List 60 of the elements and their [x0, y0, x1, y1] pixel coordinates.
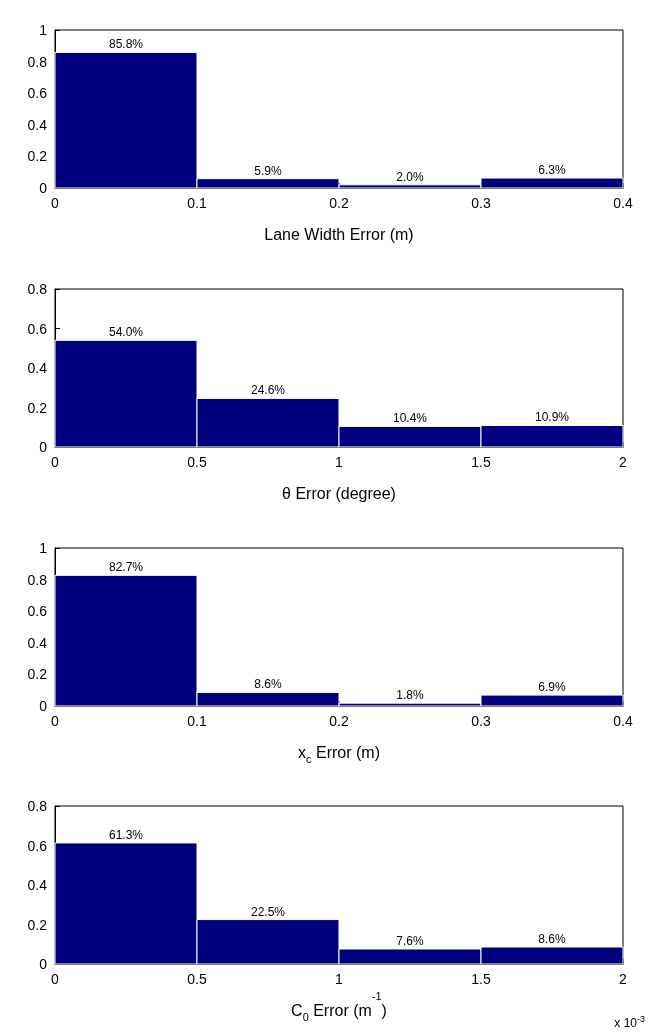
y-tick-label: 0: [39, 438, 48, 455]
x-tick-label: 0.2: [329, 712, 349, 729]
y-tick-label: 0: [39, 180, 48, 196]
data-label: 61.3%: [108, 828, 144, 843]
data-label: 8.6%: [538, 932, 566, 947]
y-tick-label: 0.4: [27, 359, 48, 376]
x-tick-label: 0.4: [613, 712, 633, 729]
y-tick-label: 0.4: [27, 877, 48, 894]
data-label: 82.7%: [108, 559, 144, 574]
x-tick-label: 0.3: [471, 712, 491, 729]
x-tick-label: 0.4: [613, 195, 633, 211]
data-label: 6.3%: [538, 163, 566, 178]
y-tick-label: 0.6: [27, 320, 48, 337]
data-label: 24.6%: [250, 383, 286, 398]
x-tick-label: 1: [335, 971, 344, 988]
y-tick-label: 0.8: [27, 571, 48, 588]
x-tick-label: 0: [51, 971, 60, 988]
x-tick-label: 0: [51, 712, 60, 729]
y-tick-label: 0.8: [27, 280, 48, 297]
data-label: 2.0%: [396, 169, 424, 184]
y-tick-label: 0: [39, 956, 48, 973]
y-tick-label: 0.2: [27, 399, 48, 416]
y-tick-label: 0.6: [27, 85, 48, 102]
x-tick-label: 0.1: [187, 195, 207, 211]
data-label: 54.0%: [108, 325, 144, 340]
y-tick-label: 0.2: [27, 148, 48, 165]
y-tick-label: 1: [39, 539, 48, 556]
data-label: 22.5%: [250, 904, 286, 919]
y-tick-label: 0.6: [27, 837, 48, 854]
x-tick-label: 2: [619, 971, 628, 988]
y-tick-label: 0.4: [27, 634, 48, 651]
data-label: 85.8%: [108, 37, 144, 52]
y-tick-label: 1: [39, 22, 48, 38]
x-tick-label: 0.5: [187, 971, 207, 988]
x-tick-label: 1.5: [471, 453, 491, 470]
y-tick-label: 0.8: [27, 53, 48, 70]
y-tick-label: 0: [39, 697, 48, 714]
y-tick-label: 0.4: [27, 116, 48, 133]
x-axis-title: θ Error (degree): [282, 484, 396, 502]
y-tick-label: 0.6: [27, 602, 48, 619]
x-tick-label: 0.5: [187, 453, 207, 470]
y-tick-label: 0.8: [27, 798, 48, 815]
x-tick-label: 0.3: [471, 195, 491, 211]
x-tick-label: 0: [51, 195, 60, 211]
x-axis-title: Lane Width Error (m): [264, 225, 414, 243]
x-tick-label: 0.2: [329, 195, 349, 211]
data-label: 8.6%: [254, 676, 282, 691]
y-tick-label: 0.2: [27, 665, 48, 682]
x-tick-label: 0.1: [187, 712, 207, 729]
x-tick-label: 2: [619, 453, 628, 470]
x-tick-label: 1: [335, 453, 344, 470]
data-label: 10.4%: [392, 411, 428, 426]
data-label: 10.9%: [534, 410, 570, 425]
x-tick-label: 1.5: [471, 971, 491, 988]
data-label: 1.8%: [396, 687, 424, 702]
x-tick-label: 0: [51, 453, 60, 470]
data-label: 6.9%: [538, 679, 566, 694]
data-label: 5.9%: [254, 163, 282, 178]
y-tick-label: 0.2: [27, 916, 48, 933]
data-label: 7.6%: [396, 934, 424, 949]
